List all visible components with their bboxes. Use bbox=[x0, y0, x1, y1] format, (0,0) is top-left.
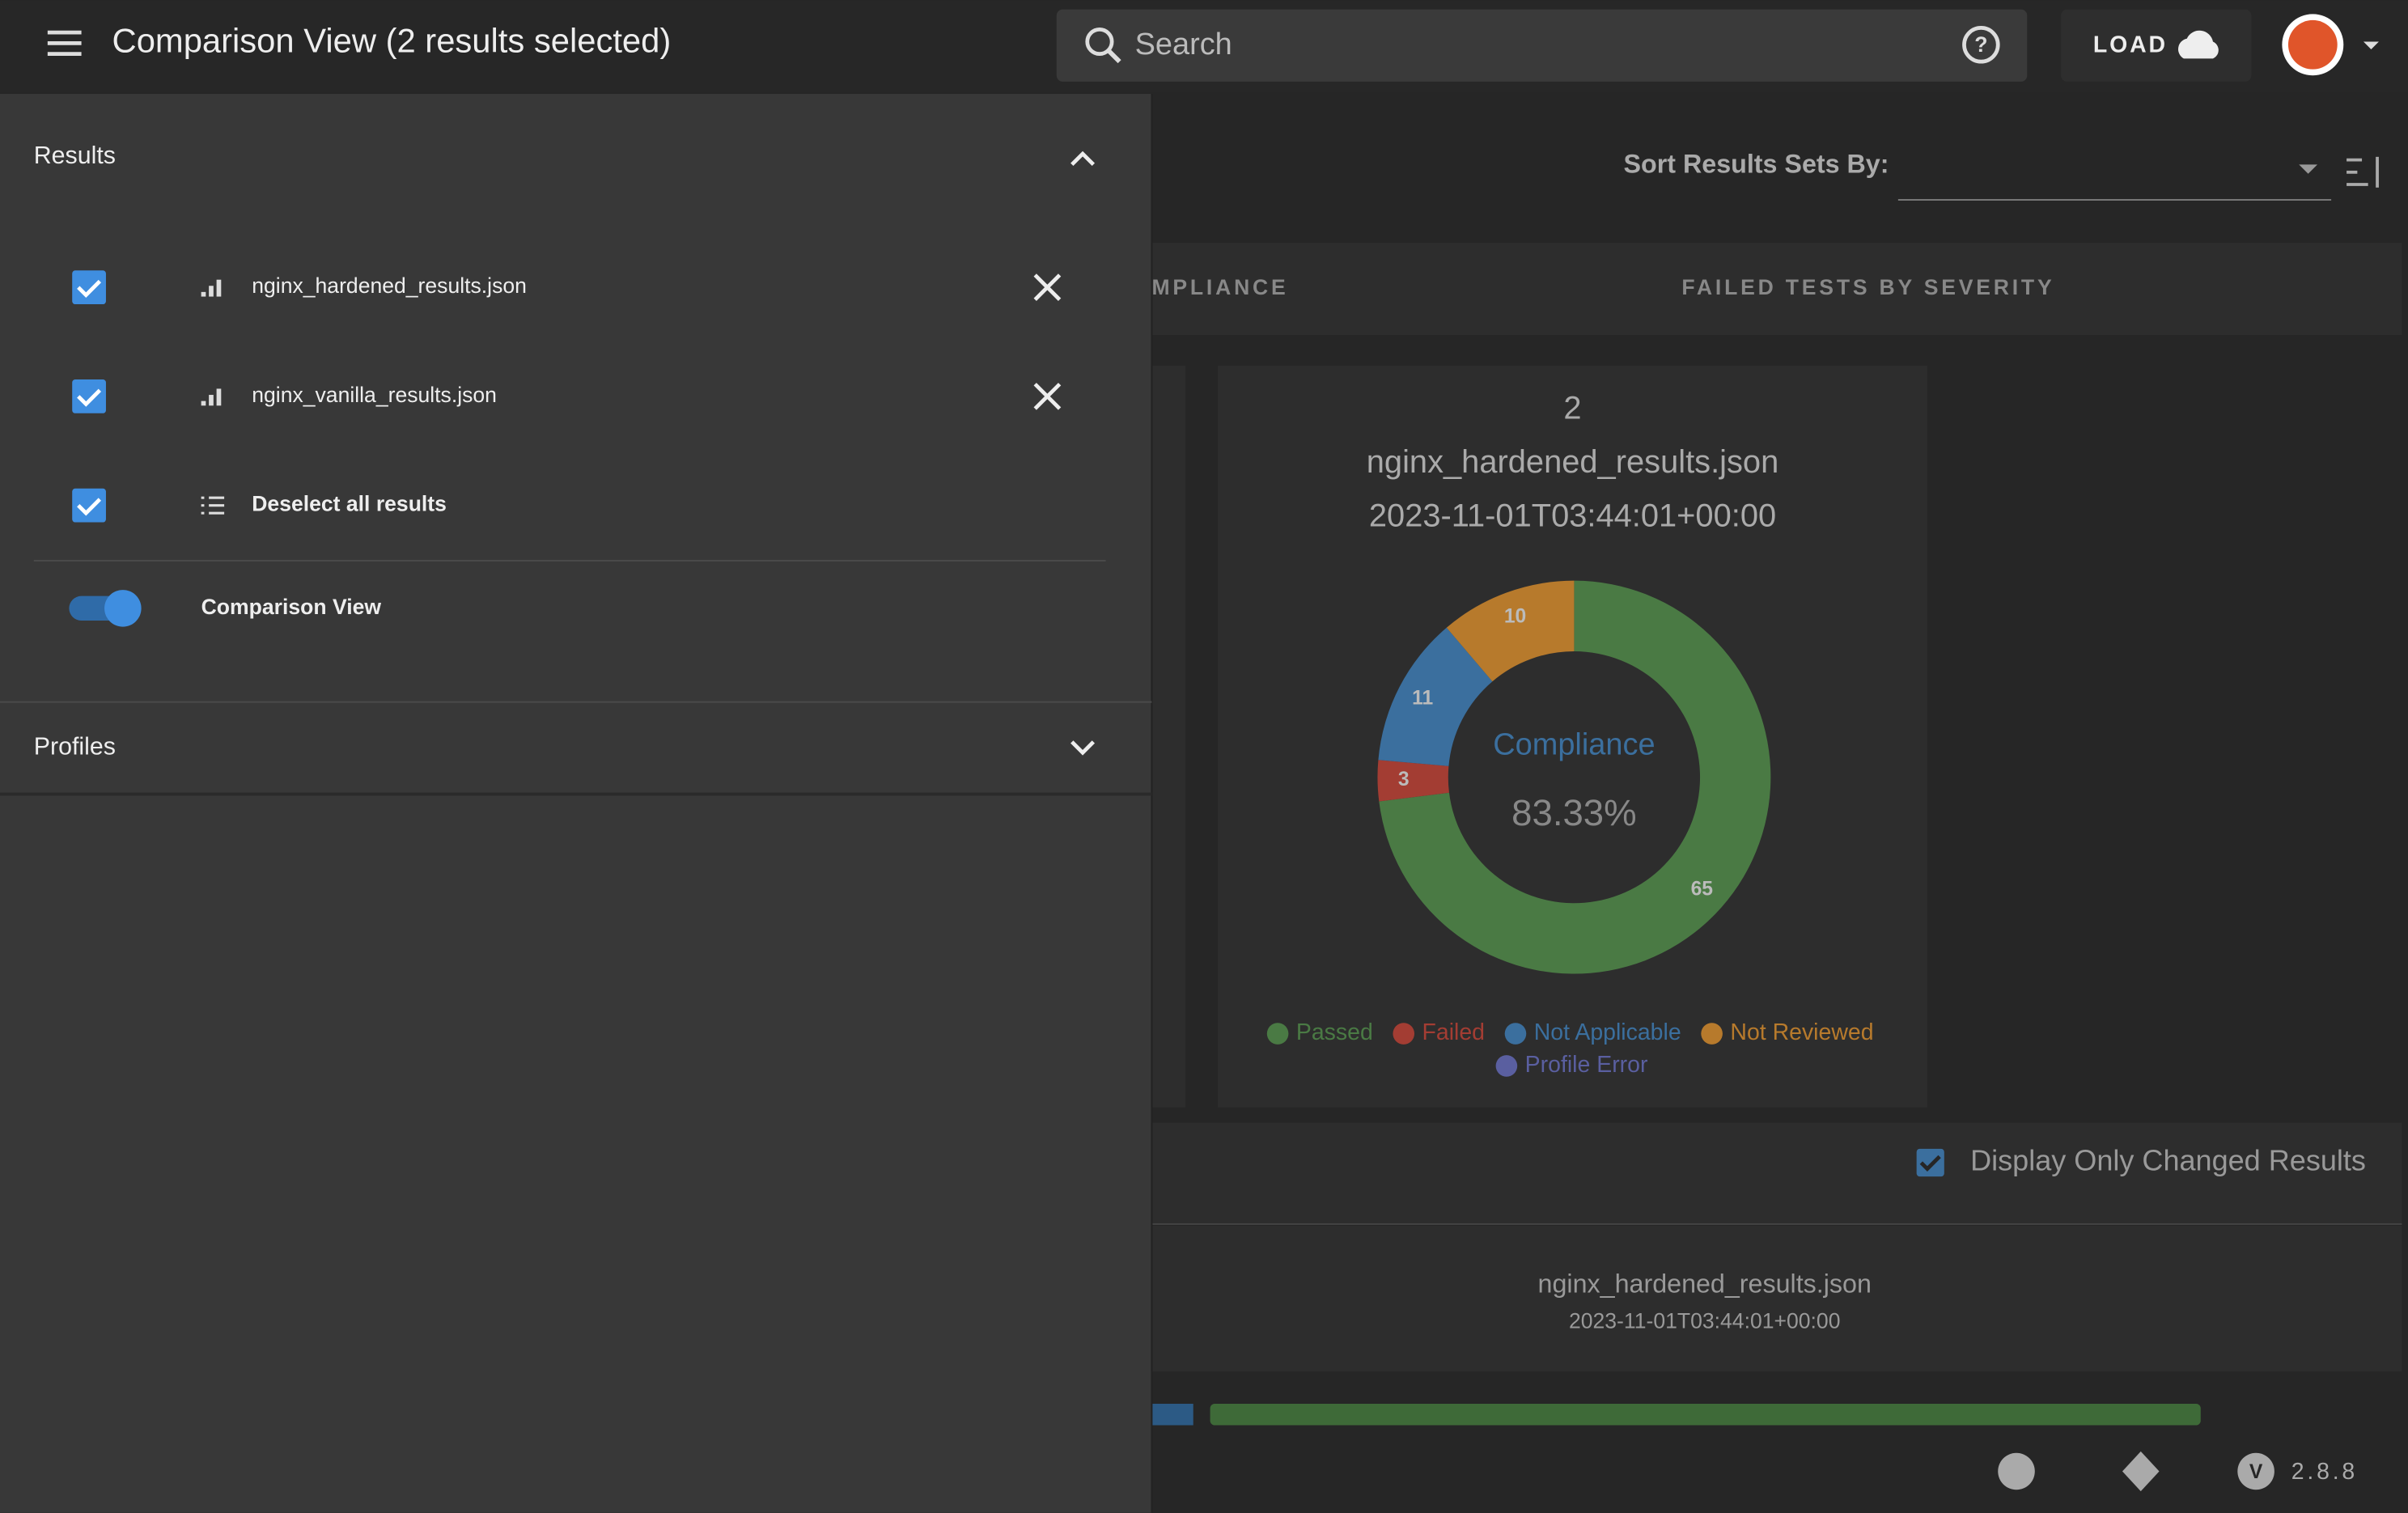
table-timestamp: 2023-11-01T03:44:01+00:00 bbox=[1569, 1308, 1841, 1333]
legend-label[interactable]: Not Reviewed bbox=[1730, 1019, 1873, 1045]
profiles-heading[interactable]: Profiles bbox=[34, 734, 116, 761]
checkbox[interactable] bbox=[72, 489, 106, 523]
card-timestamp: 2023-11-01T03:44:01+00:00 bbox=[1369, 498, 1776, 533]
column-header[interactable]: FAILED TESTS BY SEVERITY bbox=[1681, 275, 2054, 299]
deselect-all[interactable]: Deselect all results bbox=[252, 492, 447, 516]
checkbox[interactable] bbox=[1917, 1149, 1944, 1176]
result-icon bbox=[209, 286, 214, 296]
footer bbox=[1151, 1426, 2408, 1513]
search-placeholder: Search bbox=[1135, 28, 1232, 61]
file-name[interactable]: nginx_hardened_results.json bbox=[252, 273, 527, 298]
page-title: Comparison View (2 results selected) bbox=[112, 21, 672, 59]
table-filename: nginx_hardened_results.json bbox=[1538, 1269, 1872, 1298]
filter-label: Display Only Changed Results bbox=[1970, 1144, 2366, 1177]
results-heading[interactable]: Results bbox=[34, 142, 116, 169]
column-header[interactable]: MPLIANCE bbox=[1151, 275, 1288, 299]
version: 2.8.8 bbox=[2291, 1459, 2358, 1485]
legend-label[interactable]: Not Applicable bbox=[1534, 1019, 1681, 1045]
card bbox=[1151, 366, 1185, 1108]
legend-label[interactable]: Failed bbox=[1422, 1019, 1486, 1045]
slice-label: 10 bbox=[1504, 605, 1526, 627]
legend-dot[interactable] bbox=[1496, 1055, 1518, 1077]
toggle-label: Comparison View bbox=[201, 595, 382, 619]
sidebar bbox=[0, 94, 1151, 1513]
version-icon: V bbox=[2249, 1461, 2263, 1483]
file-name[interactable]: nginx_vanilla_results.json bbox=[252, 383, 497, 407]
help-icon: ? bbox=[1974, 32, 1987, 57]
load-label: LOAD bbox=[2093, 32, 2168, 58]
legend-dot[interactable] bbox=[1701, 1023, 1723, 1045]
legend-dot[interactable] bbox=[1267, 1023, 1289, 1045]
slice-label: 11 bbox=[1412, 688, 1433, 710]
result-icon bbox=[209, 395, 214, 405]
legend-label[interactable]: Profile Error bbox=[1525, 1052, 1648, 1078]
result-icon bbox=[217, 388, 222, 405]
checkbox[interactable] bbox=[72, 379, 106, 413]
result-icon bbox=[217, 280, 222, 297]
toggle-thumb[interactable] bbox=[104, 590, 142, 627]
result-icon bbox=[201, 401, 206, 406]
status-bar bbox=[1210, 1404, 2201, 1426]
status-bar bbox=[1151, 1404, 1193, 1426]
sort-label: Sort Results Sets By: bbox=[1624, 150, 1889, 179]
slice-label: 3 bbox=[1398, 769, 1410, 790]
card-index: 2 bbox=[1563, 391, 1581, 426]
table-header bbox=[1151, 1226, 2402, 1371]
checkbox[interactable] bbox=[72, 270, 106, 304]
legend-dot[interactable] bbox=[1505, 1023, 1527, 1045]
slice-label: 65 bbox=[1691, 879, 1714, 901]
legend-label[interactable]: Passed bbox=[1296, 1019, 1373, 1045]
legend-dot[interactable] bbox=[1393, 1023, 1414, 1045]
center-value: 83.33% bbox=[1511, 792, 1636, 833]
github-icon[interactable] bbox=[1998, 1453, 2035, 1490]
avatar bbox=[2288, 20, 2338, 70]
result-icon bbox=[201, 292, 206, 297]
center-title: Compliance bbox=[1493, 728, 1655, 762]
card-filename: nginx_hardened_results.json bbox=[1367, 444, 1778, 480]
